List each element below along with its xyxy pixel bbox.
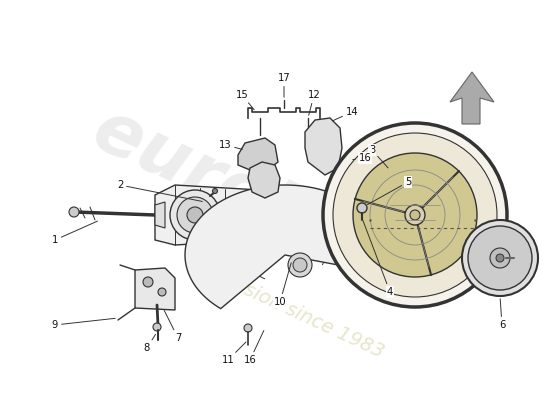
Text: 4: 4 — [363, 220, 393, 297]
Polygon shape — [248, 162, 280, 198]
Text: 11: 11 — [222, 342, 246, 365]
Circle shape — [69, 207, 79, 217]
Circle shape — [410, 210, 420, 220]
Text: 8: 8 — [144, 334, 156, 353]
Text: 12: 12 — [307, 90, 320, 115]
Text: 1: 1 — [52, 221, 97, 245]
Circle shape — [462, 220, 538, 296]
Circle shape — [468, 226, 532, 290]
Text: 16: 16 — [244, 330, 264, 365]
Circle shape — [244, 324, 252, 332]
Text: 16: 16 — [353, 153, 371, 163]
Text: 9: 9 — [52, 318, 116, 330]
Circle shape — [170, 190, 220, 240]
Polygon shape — [450, 72, 494, 124]
Circle shape — [295, 208, 309, 222]
Circle shape — [293, 258, 307, 272]
Polygon shape — [345, 148, 362, 178]
Circle shape — [357, 203, 367, 213]
Text: 3: 3 — [369, 145, 388, 168]
Text: 5: 5 — [367, 177, 411, 205]
Circle shape — [287, 200, 317, 230]
Circle shape — [187, 207, 203, 223]
Circle shape — [143, 277, 153, 287]
Polygon shape — [305, 118, 342, 175]
Circle shape — [153, 323, 161, 331]
Polygon shape — [155, 202, 165, 228]
Text: euroParts: euroParts — [81, 95, 469, 325]
Circle shape — [490, 248, 510, 268]
Circle shape — [333, 133, 497, 297]
Circle shape — [177, 197, 213, 233]
Circle shape — [158, 288, 166, 296]
Circle shape — [405, 205, 425, 225]
Text: 13: 13 — [219, 140, 243, 150]
Circle shape — [353, 153, 477, 277]
Polygon shape — [185, 185, 385, 309]
Circle shape — [280, 193, 324, 237]
Polygon shape — [135, 268, 175, 310]
Text: 2: 2 — [117, 180, 202, 202]
Polygon shape — [238, 138, 278, 172]
Text: 6: 6 — [499, 299, 505, 330]
Circle shape — [323, 123, 507, 307]
Circle shape — [212, 188, 217, 194]
Text: 14: 14 — [333, 107, 358, 121]
Polygon shape — [155, 185, 260, 245]
Circle shape — [288, 253, 312, 277]
Text: 10: 10 — [274, 263, 292, 307]
Circle shape — [496, 254, 504, 262]
Text: 7: 7 — [164, 310, 181, 343]
Text: 15: 15 — [235, 90, 254, 110]
Text: a passion since 1983: a passion since 1983 — [193, 258, 387, 362]
Text: 17: 17 — [278, 73, 290, 97]
